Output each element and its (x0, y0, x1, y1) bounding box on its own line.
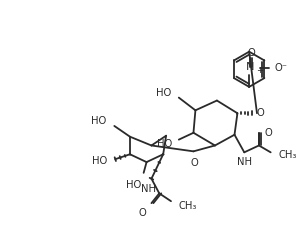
Text: HO: HO (126, 180, 142, 190)
Text: O: O (190, 158, 198, 168)
Text: HO: HO (91, 116, 106, 126)
Text: O⁻: O⁻ (274, 63, 288, 73)
Text: O: O (247, 48, 255, 58)
Text: NH: NH (141, 184, 156, 194)
Text: O: O (139, 208, 147, 218)
Text: HO: HO (156, 88, 171, 98)
Text: N: N (246, 62, 254, 72)
Text: CH₃: CH₃ (278, 150, 297, 160)
Text: NH: NH (237, 157, 252, 167)
Text: +: + (256, 66, 263, 75)
Text: O: O (265, 128, 273, 138)
Text: HO: HO (157, 139, 172, 148)
Text: O: O (257, 108, 265, 118)
Text: CH₃: CH₃ (179, 201, 197, 211)
Text: HO: HO (92, 156, 107, 166)
